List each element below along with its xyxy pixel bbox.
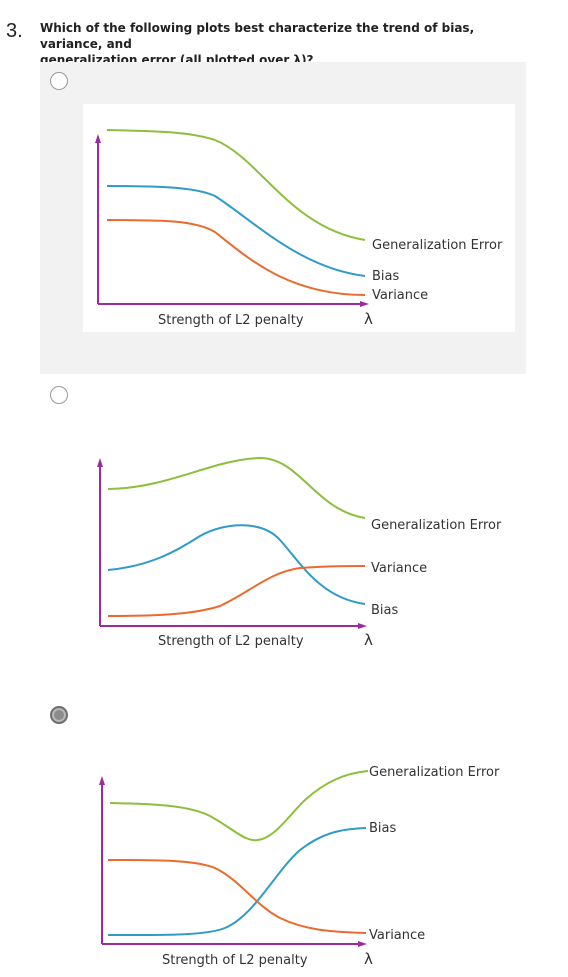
bias-curve [106, 185, 366, 277]
variance-label: Variance [369, 928, 425, 943]
option-b-chart: Generalization Error Variance Bias Stren… [97, 456, 502, 649]
option-a-plot: Generalization Error Bias Variance Stren… [83, 104, 515, 332]
bias-label: Bias [372, 269, 399, 284]
x-axis-arrow-icon [360, 301, 369, 307]
option-c-plot: Generalization Error Bias Variance Stren… [83, 750, 515, 972]
option-a-radio[interactable] [50, 72, 68, 90]
bias-label: Bias [369, 821, 396, 836]
question-text-line-1: Which of the following plots best charac… [40, 21, 475, 51]
generalization-error-label: Generalization Error [372, 238, 503, 253]
variance-label: Variance [371, 561, 427, 576]
question-number: 3. [6, 20, 23, 42]
bias-curve [107, 524, 366, 605]
bias-label: Bias [371, 603, 398, 618]
variance-label: Variance [372, 288, 428, 303]
y-axis-arrow-icon [97, 458, 103, 467]
x-axis-label: Strength of L2 penalty [162, 953, 308, 968]
generalization-error-label: Generalization Error [371, 518, 502, 533]
option-a-chart: Generalization Error Bias Variance Stren… [95, 129, 503, 328]
generalization-error-curve [109, 770, 369, 842]
y-axis-arrow-icon [99, 776, 105, 785]
lambda-label: λ [364, 631, 373, 649]
option-b-plot: Generalization Error Variance Bias Stren… [83, 430, 515, 660]
option-b-radio[interactable] [50, 386, 68, 404]
question-text: Which of the following plots best charac… [40, 20, 520, 68]
x-axis-arrow-icon [358, 941, 367, 947]
y-axis-arrow-icon [95, 134, 101, 143]
lambda-label: λ [364, 310, 373, 328]
generalization-error-curve [107, 456, 366, 519]
option-c-chart: Generalization Error Bias Variance Stren… [99, 765, 500, 968]
x-axis-label: Strength of L2 penalty [158, 313, 304, 328]
generalization-error-curve [106, 129, 366, 241]
lambda-label: λ [364, 950, 373, 968]
variance-curve [107, 565, 366, 617]
generalization-error-label: Generalization Error [369, 765, 500, 780]
x-axis-arrow-icon [358, 623, 367, 629]
variance-curve [106, 219, 366, 296]
variance-curve [107, 859, 367, 934]
option-c-radio[interactable] [50, 706, 68, 724]
bias-curve [107, 827, 367, 937]
x-axis-label: Strength of L2 penalty [158, 634, 304, 649]
